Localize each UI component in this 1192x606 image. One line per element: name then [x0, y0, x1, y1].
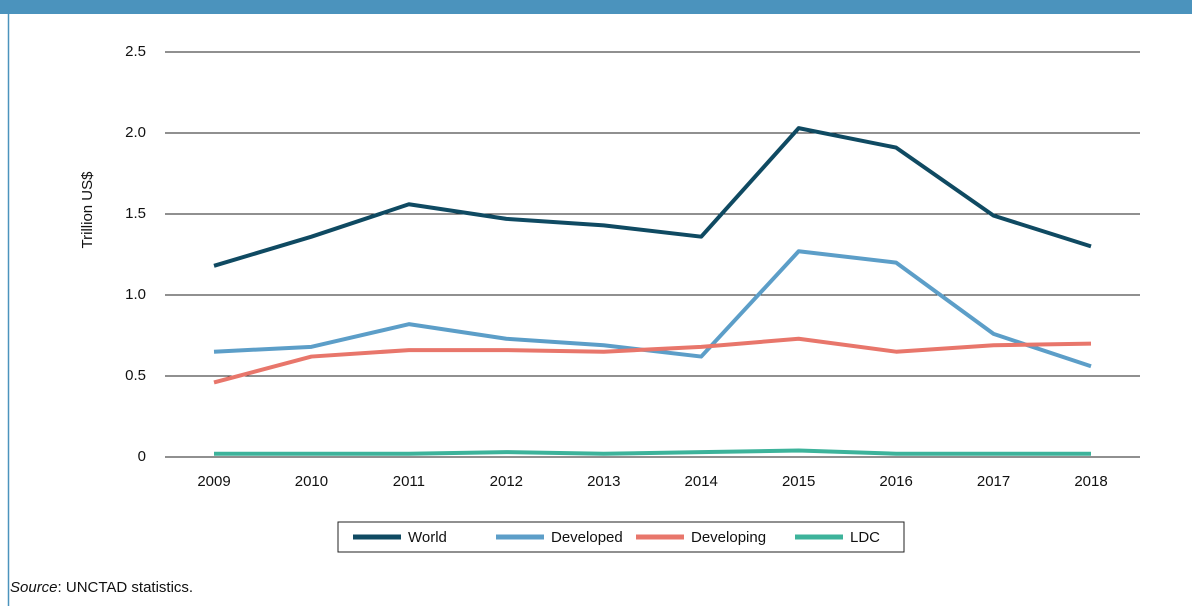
legend-label: LDC — [850, 529, 880, 546]
source-text: : UNCTAD statistics. — [58, 579, 194, 596]
legend-label: Developed — [551, 529, 623, 546]
x-tick-label: 2012 — [490, 473, 523, 490]
y-tick-label: 2.5 — [125, 43, 146, 60]
x-tick-label: 2009 — [197, 473, 230, 490]
header-bar — [0, 0, 1192, 14]
source: Source: UNCTAD statistics. — [10, 579, 193, 596]
x-tick-label: 2017 — [977, 473, 1010, 490]
y-tick-label: 1.0 — [125, 286, 146, 303]
source-label: Source — [10, 579, 58, 596]
x-tick-label: 2016 — [879, 473, 912, 490]
y-axis-label: Trillion US$ — [79, 171, 96, 249]
x-tick-label: 2015 — [782, 473, 815, 490]
x-tick-label: 2010 — [295, 473, 328, 490]
series-line — [213, 336, 1092, 385]
legend-label: Developing — [691, 529, 766, 546]
y-tick-label: 2.0 — [125, 124, 146, 141]
y-tick-label: 0.5 — [125, 367, 146, 384]
y-tick-label: 1.5 — [125, 205, 146, 222]
x-tick-label: 2011 — [393, 473, 425, 490]
legend-label: World — [408, 529, 447, 546]
series-line — [213, 126, 1092, 268]
y-tick-label: 0 — [138, 448, 146, 465]
x-tick-label: 2013 — [587, 473, 620, 490]
x-tick-label: 2014 — [685, 473, 718, 490]
series-line — [214, 448, 1091, 456]
x-tick-label: 2018 — [1074, 473, 1107, 490]
